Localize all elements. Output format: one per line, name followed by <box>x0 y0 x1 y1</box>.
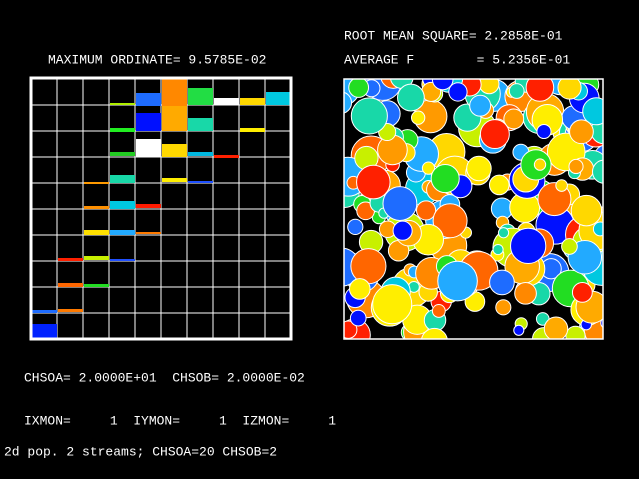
particle <box>592 159 603 184</box>
histogram-panel <box>29 76 293 341</box>
colored-cell <box>84 206 109 209</box>
colored-cell <box>136 113 161 131</box>
particle <box>497 227 510 239</box>
colored-cell <box>162 144 187 157</box>
particle <box>430 163 460 194</box>
colored-cell <box>32 324 57 338</box>
field-panel <box>344 79 603 339</box>
particle <box>514 281 537 305</box>
colored-cell <box>240 128 265 132</box>
particle <box>536 123 552 140</box>
colored-cell <box>84 182 109 184</box>
particle <box>382 186 418 221</box>
colored-cell <box>58 283 83 287</box>
histogram-border <box>29 76 293 341</box>
particle <box>348 79 370 98</box>
colored-cell <box>240 98 265 105</box>
particle <box>448 82 468 102</box>
colored-cell <box>214 155 239 158</box>
colored-cell <box>110 152 135 156</box>
particle <box>479 119 510 150</box>
particle <box>431 304 446 318</box>
colored-cell <box>266 92 291 105</box>
colored-cell <box>110 103 135 105</box>
colored-cell <box>110 175 135 183</box>
particle <box>543 316 569 339</box>
particle <box>503 108 525 130</box>
particle <box>466 155 492 182</box>
particle <box>557 79 582 100</box>
particle <box>568 158 584 175</box>
particle <box>349 309 367 327</box>
particle <box>525 79 555 102</box>
particle <box>348 278 371 300</box>
colored-cell <box>136 139 161 157</box>
colored-cell <box>32 310 57 313</box>
particle <box>415 200 437 221</box>
particle <box>508 83 525 99</box>
particle <box>397 83 425 112</box>
particle <box>356 164 391 200</box>
caption: 2d pop. 2 streams; CHSOA=20 CHSOB=2 <box>4 444 277 459</box>
particle <box>488 174 510 196</box>
colored-cell <box>110 128 135 132</box>
particle <box>350 97 388 135</box>
colored-cell <box>188 88 213 105</box>
particle <box>421 327 448 339</box>
particle <box>533 158 547 171</box>
monitor: IXMON= 1 IYMON= 1 IZMON= 1 <box>24 413 336 428</box>
colored-cell <box>58 258 83 261</box>
particle <box>569 119 594 145</box>
colored-cell <box>84 284 109 287</box>
max-ordinate: MAXIMUM ORDINATE= 9.5785E-02 <box>48 52 266 67</box>
particle <box>347 218 364 236</box>
particle <box>495 299 512 316</box>
colored-cell <box>136 204 161 208</box>
particle <box>421 161 436 175</box>
particle <box>561 238 578 255</box>
particle <box>410 110 426 125</box>
particle <box>489 269 515 296</box>
particle <box>372 284 413 325</box>
rms: ROOT MEAN SQUARE= 2.2858E-01 <box>344 28 563 43</box>
colored-cell <box>188 181 213 183</box>
particle <box>510 227 547 264</box>
particle <box>377 134 408 166</box>
parameters: CHSOA= 2.0000E+01 CHSOB= 2.0000E-02 <box>24 370 305 385</box>
particle <box>492 243 504 256</box>
particle <box>469 94 492 117</box>
colored-cell <box>136 232 161 234</box>
colored-cell <box>162 106 187 131</box>
particle <box>582 97 603 126</box>
particle <box>392 220 413 241</box>
average: AVERAGE F = 5.2356E-01 <box>344 52 570 67</box>
particle <box>555 179 568 192</box>
colored-cell <box>188 118 213 131</box>
particle <box>570 194 603 227</box>
particle <box>592 221 603 237</box>
colored-cell <box>58 309 83 312</box>
colored-cell <box>84 230 109 235</box>
colored-cell <box>162 178 187 182</box>
particle <box>437 260 478 302</box>
colored-cell <box>110 230 135 235</box>
particle <box>350 248 387 285</box>
particle <box>344 91 353 114</box>
particle <box>571 281 593 303</box>
particle <box>432 203 468 239</box>
colored-cell <box>136 93 161 106</box>
colored-cell <box>110 201 135 209</box>
colored-cell <box>84 256 109 260</box>
colored-cell <box>162 79 187 106</box>
colored-cell <box>110 259 135 261</box>
colored-cell <box>214 98 239 105</box>
particle <box>513 324 525 336</box>
field-panel-border <box>343 78 604 340</box>
colored-cell <box>188 152 213 156</box>
